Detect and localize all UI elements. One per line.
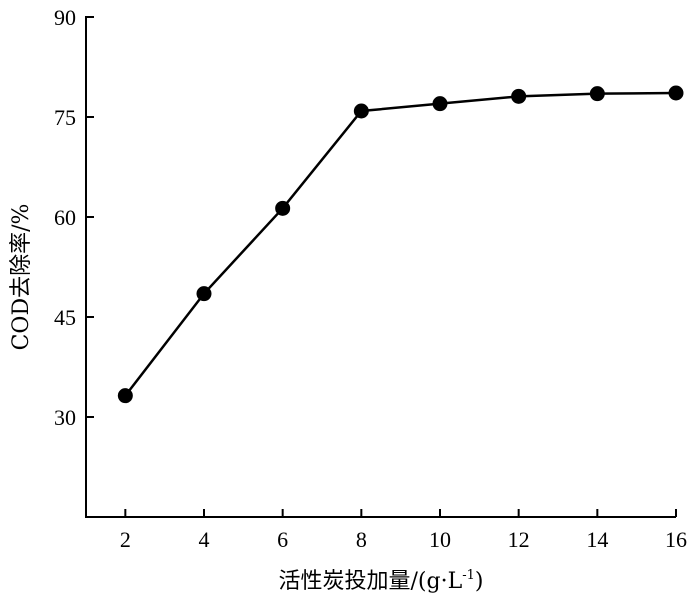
x-axis-title-suffix: ): [475, 569, 484, 594]
data-point: [589, 86, 605, 102]
x-ticks: 2 4 6 8 10 12 14 16: [120, 509, 687, 552]
data-point: [511, 88, 527, 104]
x-tick-label: 12: [508, 527, 530, 552]
data-point: [117, 388, 133, 404]
y-tick-label: 60: [54, 205, 76, 230]
axes: [85, 16, 676, 518]
data-point: [275, 200, 291, 216]
x-tick-label: 2: [120, 527, 131, 552]
y-tick-label: 45: [54, 305, 76, 330]
data-point: [196, 286, 212, 302]
x-tick-label: 14: [586, 527, 608, 552]
y-tick-label: 75: [54, 105, 76, 130]
series-line: [124, 91, 677, 397]
x-tick-label: 16: [665, 527, 687, 552]
y-axis-title: COD去除率/%: [9, 204, 34, 351]
x-tick-label: 10: [429, 527, 451, 552]
data-point: [668, 85, 684, 101]
x-tick-label: 4: [199, 527, 210, 552]
x-axis-title-superscript: -1: [462, 568, 475, 583]
y-tick-label: 30: [54, 405, 76, 430]
x-tick-label: 6: [277, 527, 288, 552]
series: [117, 85, 684, 404]
x-axis-title: 活性炭投加量/(g·L-1): [279, 568, 484, 594]
x-axis-title-main: 活性炭投加量/(g·L: [279, 569, 463, 594]
y-ticks: 30 45 60 75 90: [54, 5, 94, 430]
y-tick-label: 90: [54, 5, 76, 30]
x-tick-label: 8: [356, 527, 367, 552]
data-point: [353, 103, 369, 119]
data-point: [432, 96, 448, 112]
